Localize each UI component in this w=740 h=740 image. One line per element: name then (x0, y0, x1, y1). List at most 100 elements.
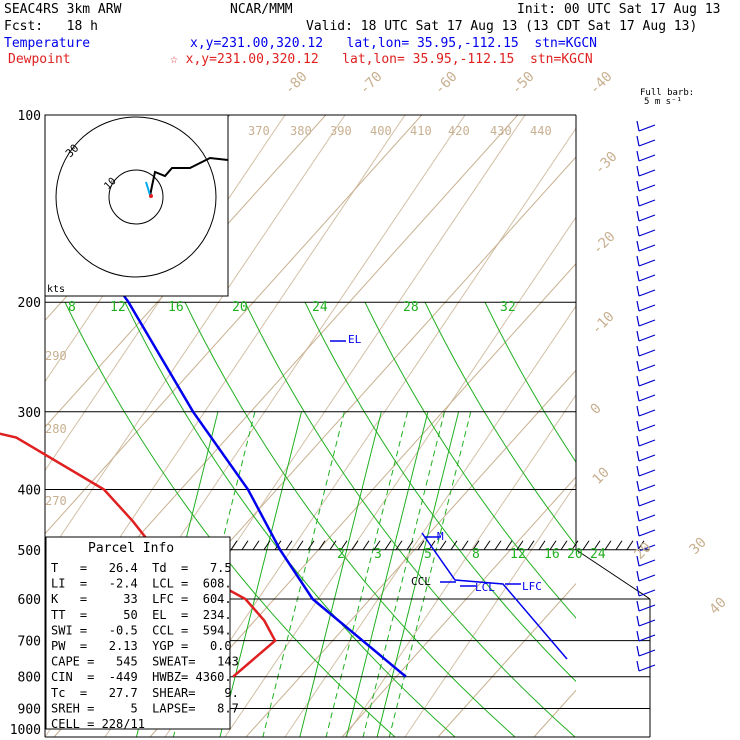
parcel-info-row: PW = 2.13 YGP = 0.0 (51, 639, 232, 653)
theta-label: 400 (370, 124, 392, 138)
hatch-mark (318, 540, 326, 551)
mixing-ratio-label: 20 (232, 300, 248, 315)
dry-adiabat-line (0, 114, 346, 627)
mixing-ratio-line (262, 411, 345, 738)
wind-barb (638, 274, 656, 282)
hatch-mark (439, 540, 447, 551)
hatch-mark (406, 540, 414, 551)
parcel-path-line (421, 532, 568, 660)
wind-barb (638, 454, 656, 462)
wind-barb (638, 304, 656, 312)
org-label: NCAR/MMM (230, 2, 293, 17)
wind-barb-flag (636, 150, 640, 162)
wind-barb-flag (636, 345, 640, 357)
theta-label: 370 (248, 124, 270, 138)
hatch-mark (428, 540, 436, 551)
ccl-marker-label: CCL (411, 575, 431, 588)
wind-barb (638, 574, 656, 582)
hatch-mark (296, 540, 304, 551)
wind-barb-flag (636, 255, 640, 267)
wind-barb-flag (636, 240, 640, 252)
isotherm-line (0, 114, 327, 478)
hodograph-ring-outer (55, 116, 217, 278)
wind-barb (638, 559, 656, 567)
hatch-mark (263, 540, 271, 551)
wind-barb-flag (636, 210, 640, 222)
wind-barb-flag (636, 525, 640, 537)
isotherm-line (0, 114, 423, 585)
mixing-ratio-label: 24 (312, 300, 328, 315)
left-margin (0, 65, 45, 740)
pressure-label: 400 (18, 483, 41, 498)
hatch-mark (571, 540, 579, 551)
wind-barb (638, 619, 656, 627)
mixing-ratio-label: 32 (500, 300, 516, 315)
hatch-mark (593, 540, 601, 551)
wind-barb-flag (636, 405, 640, 417)
top-margin (45, 65, 576, 115)
wind-barb (638, 604, 656, 612)
storm-motion-vector (145, 181, 151, 196)
hatch-mark (351, 540, 359, 551)
mixing-ratio-label: 5 (424, 547, 432, 562)
wind-barb-flag (636, 165, 640, 177)
mixing-ratio-line (376, 411, 460, 738)
wind-barb (638, 229, 656, 237)
wind-barb (638, 139, 656, 147)
wind-barb (638, 379, 656, 387)
temperature-location: x,y=231.00,320.12 lat,lon= 35.95,-112.15… (190, 36, 597, 51)
wind-barb-flag (636, 120, 640, 132)
wind-barb (638, 214, 656, 222)
wind-barb (638, 439, 656, 447)
wind-barb-flag (636, 330, 640, 342)
mixing-ratio-label: 28 (403, 300, 419, 315)
wind-barb (638, 259, 656, 267)
hatch-mark (417, 540, 425, 551)
theta-label: 290 (45, 349, 67, 363)
wind-barb (638, 499, 656, 507)
mixing-ratio-label: 16 (544, 547, 560, 562)
hatch-mark (461, 540, 469, 551)
pressure-label: 300 (18, 406, 41, 421)
parcel-info-row: TT = 50 EL = 234. (51, 608, 232, 622)
barb-legend-units: 5 m s⁻¹ (644, 97, 682, 107)
wind-barb (638, 484, 656, 492)
wind-barb (638, 184, 656, 192)
parcel-info-row: SWI = -0.5 CCL = 594. (51, 623, 232, 637)
wind-barb-flag (636, 270, 640, 282)
theta-label: 280 (45, 422, 67, 436)
wind-barb-flag (636, 135, 640, 147)
mixing-ratio-label: 12 (110, 300, 126, 315)
hatch-mark (494, 540, 502, 551)
el-marker-label: EL (348, 333, 362, 346)
parcel-info-row: LI = -2.4 LCL = 608. (51, 577, 232, 591)
wind-barb (638, 349, 656, 357)
theta-label: 390 (330, 124, 352, 138)
mixing-ratio-line (172, 411, 256, 738)
wind-barb-flag (636, 195, 640, 207)
parcel-info-row: CELL = 228/11 (51, 717, 145, 731)
pressure-label: 1000 (10, 723, 41, 738)
hatch-mark (340, 540, 348, 551)
dewpoint-legend: Dewpoint (8, 52, 71, 67)
hatch-mark (538, 540, 546, 551)
wind-barb (638, 544, 656, 552)
wind-barb-flag (636, 540, 640, 552)
hatch-mark (527, 540, 535, 551)
wind-barb-flag (636, 645, 640, 657)
hatch-mark (395, 540, 403, 551)
hatch-mark (241, 540, 249, 551)
theta-label: 430 (490, 124, 512, 138)
hatch-mark (252, 540, 260, 551)
hatch-mark (549, 540, 557, 551)
wind-barb (638, 169, 656, 177)
hatch-mark (560, 540, 568, 551)
wind-barb (638, 199, 656, 207)
m-marker-label: M (437, 530, 444, 543)
hatch-mark (285, 540, 293, 551)
wind-barb (638, 334, 656, 342)
wind-barb-flag (636, 390, 640, 402)
wind-barb-flag (636, 660, 640, 672)
hodograph-units: kts (47, 284, 65, 295)
